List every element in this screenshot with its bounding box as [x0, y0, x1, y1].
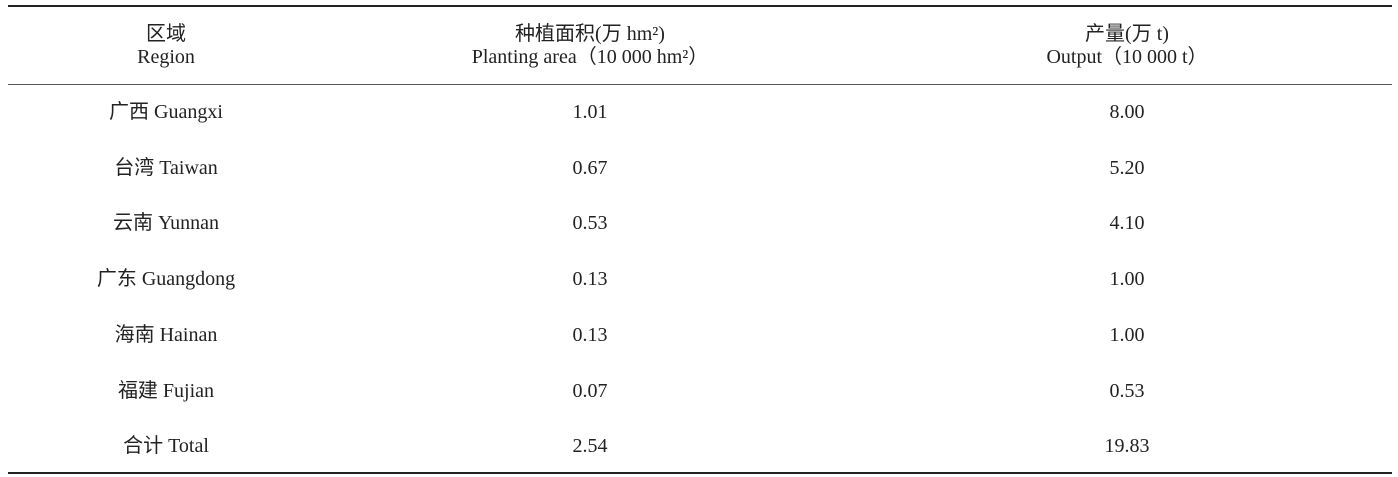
header-en: Region [137, 46, 195, 68]
region-cell: 台湾 Taiwan [114, 156, 218, 179]
planting-area-cell: 0.53 [572, 212, 608, 235]
region-cell: 海南 Hainan [114, 323, 218, 346]
region-cell: 广西 Guangxi [109, 101, 223, 123]
planting-area-cell: 0.67 [572, 156, 608, 179]
region-cell: 广东 Guangdong [96, 268, 236, 291]
output-cell: 0.53 [1109, 379, 1145, 402]
header-en: Planting area（10 000 hm²） [471, 46, 709, 68]
output-cell: 1.00 [1109, 268, 1145, 291]
planting-area-cell: 0.13 [572, 323, 608, 346]
header-region: 区域 Region [137, 23, 195, 69]
header-zh: 区域 [146, 23, 186, 45]
output-cell: 5.20 [1109, 156, 1145, 179]
table-header-rule [8, 84, 1392, 85]
planting-area-cell: 2.54 [572, 435, 608, 458]
planting-area-cell: 1.01 [572, 101, 608, 123]
region-cell: 合计 Total [123, 435, 209, 458]
header-zh: 产量(万 t) [1085, 23, 1169, 45]
output-cell: 8.00 [1109, 101, 1145, 123]
header-planting-area: 种植面积(万 hm²) Planting area（10 000 hm²） [472, 23, 709, 69]
output-cell: 4.10 [1109, 212, 1145, 235]
region-cell: 福建 Fujian [117, 379, 215, 402]
planting-area-cell: 0.13 [572, 268, 608, 291]
output-cell: 1.00 [1109, 323, 1145, 346]
region-cell: 云南 Yunnan [112, 212, 220, 235]
output-cell: 19.83 [1104, 435, 1150, 458]
header-zh: 种植面积(万 hm²) [515, 23, 665, 45]
table-top-rule [8, 5, 1392, 7]
planting-area-cell: 0.07 [572, 379, 608, 402]
table-bottom-rule [8, 472, 1392, 474]
header-output: 产量(万 t) Output（10 000 t） [1046, 23, 1207, 69]
header-en: Output（10 000 t） [1046, 46, 1208, 68]
